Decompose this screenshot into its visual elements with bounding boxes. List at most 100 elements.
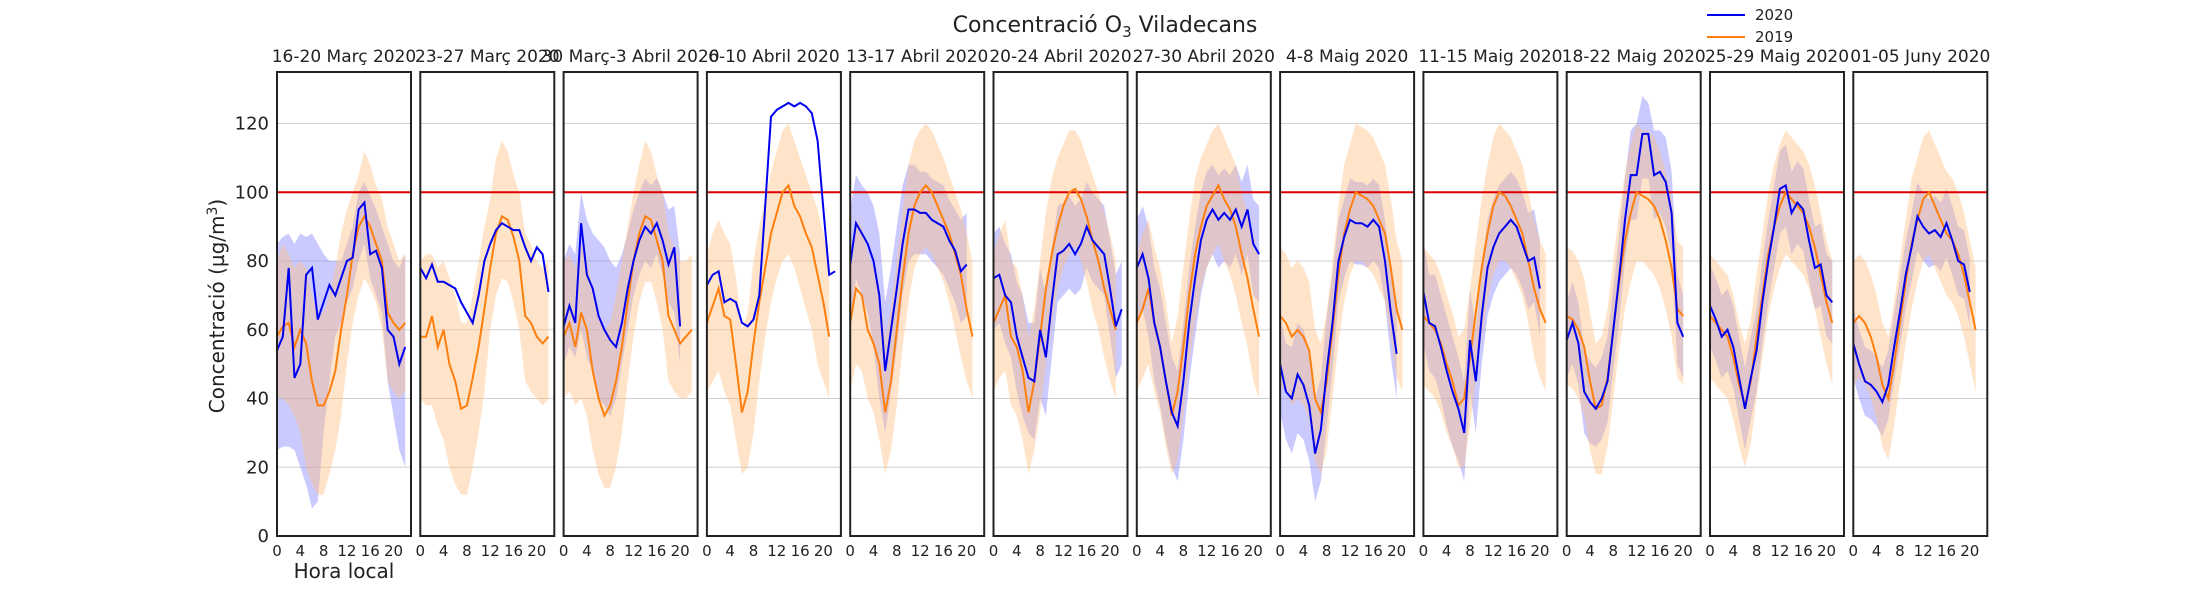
y-tick-label: 60	[246, 320, 269, 341]
panel-title: 01-05 Juny 2020	[1850, 47, 1990, 67]
x-tick-label: 16	[647, 542, 666, 560]
x-tick-label: 0	[1849, 542, 1859, 560]
x-tick-label: 16	[504, 542, 523, 560]
band-2019	[1136, 123, 1260, 475]
line-2020	[993, 223, 1123, 383]
x-tick-label: 12	[1484, 542, 1503, 560]
line-2020	[1853, 213, 1971, 405]
x-tick-label: 4	[582, 542, 592, 560]
band-2020	[1853, 182, 1970, 437]
x-tick-label: 20	[1960, 542, 1979, 560]
panel: 11-15 Maig 2020 0 4 8 12 16 20	[1418, 47, 1562, 560]
y-tick-label: 20	[246, 457, 269, 478]
y-axis-label-end: )	[205, 199, 229, 207]
x-tick-label: 16	[1364, 542, 1383, 560]
chart-title-rest: Viladecans	[1132, 13, 1258, 38]
x-tick-label: 8	[1609, 542, 1619, 560]
x-tick-label: 0	[1705, 542, 1715, 560]
chart-title-subscript: 3	[1122, 23, 1132, 41]
line-2020	[850, 208, 968, 372]
x-tick-label: 20	[1387, 542, 1406, 560]
x-tick-label: 0	[1132, 542, 1142, 560]
x-tick-label: 4	[1585, 542, 1595, 560]
panel-plot-area	[850, 123, 985, 475]
panel-plot-area	[993, 130, 1128, 475]
line-2019	[563, 214, 693, 419]
x-tick-label: 12	[624, 542, 643, 560]
x-tick-label: 0	[1562, 542, 1572, 560]
x-tick-label: 12	[1054, 542, 1073, 560]
y-tick-label: 100	[235, 182, 269, 203]
band-2020	[277, 182, 406, 509]
panel-plot-area	[1853, 130, 1988, 461]
x-tick-label: 12	[481, 542, 500, 560]
x-tick-label: 4	[1872, 542, 1882, 560]
line-2020	[1423, 218, 1541, 434]
panel-plot-area	[1423, 123, 1558, 481]
line-2020	[563, 220, 682, 350]
panel-frame	[1422, 71, 1559, 537]
x-tick-label: 8	[1179, 542, 1189, 560]
panel-title: 23-27 Març 2020	[415, 47, 560, 67]
x-tick-label: 16	[1507, 542, 1526, 560]
x-tick-label: 0	[1419, 542, 1429, 560]
x-tick-label: 12	[1914, 542, 1933, 560]
x-tick-label: 0	[845, 542, 855, 560]
panel-frame	[562, 71, 699, 537]
band-2019	[420, 140, 549, 495]
band-2019	[1853, 130, 1976, 461]
band-2020	[1136, 164, 1260, 482]
x-tick-label: 20	[1244, 542, 1263, 560]
chart-title: Concentració O3 Viladecans	[953, 13, 1258, 41]
x-tick-label: 4	[725, 542, 735, 560]
line-2020	[1136, 207, 1260, 430]
line-2020	[1566, 132, 1685, 411]
x-tick-label: 8	[1035, 542, 1045, 560]
x-tick-label: 0	[559, 542, 569, 560]
line-2020	[1280, 218, 1398, 454]
x-tick-label: 16	[1220, 542, 1239, 560]
line-2020	[420, 221, 550, 326]
line-2019	[1280, 190, 1404, 416]
x-tick-label: 12	[1340, 542, 1359, 560]
x-tick-label: 16	[1077, 542, 1096, 560]
line-2020	[277, 200, 407, 379]
y-tick-label: 40	[246, 389, 269, 410]
panel-title: 13-17 Abril 2020	[846, 47, 988, 67]
x-tick-label: 8	[605, 542, 615, 560]
panel-plot-area	[1136, 123, 1271, 482]
x-tick-label: 8	[1322, 542, 1332, 560]
x-tick-label: 20	[1100, 542, 1119, 560]
panel-title: 20-24 Abril 2020	[989, 47, 1131, 67]
panel-plot-area	[563, 140, 698, 488]
panel: 16-20 Març 2020 0 4 8 12 16 20	[272, 47, 417, 560]
panel-plot-area	[1566, 96, 1701, 475]
y-tick-label: 80	[246, 251, 269, 272]
x-tick-label: 0	[989, 542, 999, 560]
x-tick-label: 16	[1650, 542, 1669, 560]
x-tick-label: 0	[702, 542, 712, 560]
x-tick-label: 8	[1465, 542, 1475, 560]
x-tick-label: 8	[462, 542, 472, 560]
panel: 20-24 Abril 2020 0 4 8 12 16 20	[989, 47, 1132, 560]
x-tick-label: 20	[384, 542, 403, 560]
x-tick-label: 20	[814, 542, 833, 560]
x-tick-label: 20	[1674, 542, 1693, 560]
x-tick-label: 16	[361, 542, 380, 560]
panel-title: 6-10 Abril 2020	[708, 47, 840, 67]
panel-frame	[1279, 71, 1416, 537]
x-tick-label: 20	[1817, 542, 1836, 560]
x-tick-label: 0	[1275, 542, 1285, 560]
x-tick-label: 8	[1752, 542, 1762, 560]
x-tick-label: 0	[416, 542, 426, 560]
line-2019	[993, 187, 1117, 413]
x-tick-label: 4	[296, 542, 306, 560]
y-axis-label-main: Concentració (µg/m	[205, 215, 229, 413]
x-tick-label: 8	[749, 542, 759, 560]
x-tick-label: 4	[439, 542, 449, 560]
panel-plot-area	[277, 151, 411, 509]
panel: 6-10 Abril 2020 0 4 8 12 16 20	[702, 47, 842, 560]
